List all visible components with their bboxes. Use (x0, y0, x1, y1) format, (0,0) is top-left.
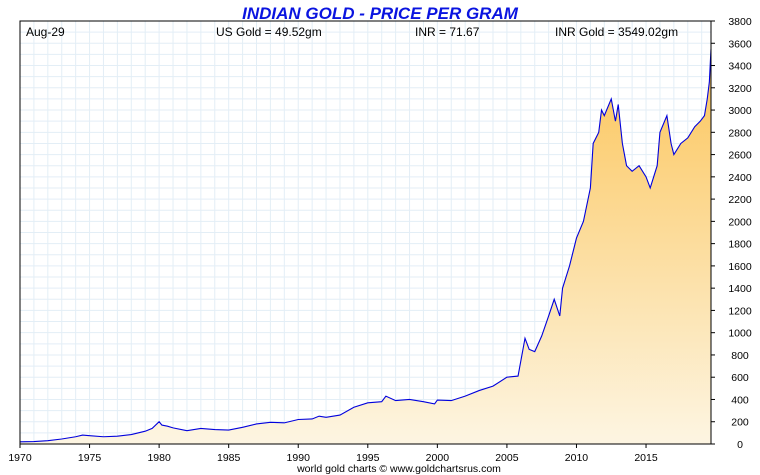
y-tick-label: 3000 (728, 105, 752, 117)
y-tick-label: 2800 (728, 127, 752, 139)
y-tick-label: 0 (737, 439, 743, 451)
y-tick-label: 1600 (728, 261, 752, 273)
footer-credit: world gold charts © www.goldchartsrus.co… (296, 463, 501, 475)
x-tick-label: 1995 (356, 452, 380, 464)
x-tick-label: 1990 (287, 452, 311, 464)
header-inr-gold: INR Gold = 3549.02gm (555, 25, 678, 39)
x-tick-label: 1970 (8, 452, 32, 464)
y-tick-label: 3200 (728, 83, 752, 95)
header-date: Aug-29 (26, 25, 65, 39)
y-tick-label: 3800 (728, 16, 752, 28)
y-tick-label: 800 (731, 350, 749, 362)
plot-frame (19, 20, 712, 445)
y-tick-label: 2400 (728, 172, 752, 184)
x-tick-label: 2015 (634, 452, 658, 464)
header-us-gold: US Gold = 49.52gm (216, 25, 322, 39)
header-inr: INR = 71.67 (415, 25, 480, 39)
y-tick-label: 3400 (728, 61, 752, 73)
y-tick-label: 2200 (728, 194, 752, 206)
x-tick-label: 2005 (495, 452, 519, 464)
y-tick-label: 3600 (728, 38, 752, 50)
y-tick-label: 1000 (728, 328, 752, 340)
y-tick-label: 400 (731, 394, 749, 406)
y-tick-label: 1200 (728, 305, 752, 317)
x-axis: 1970 1975 1980 1985 1990 1995 2000 2005 2010 2015 (8, 444, 658, 464)
y-tick-label: 2600 (728, 150, 752, 162)
y-tick-label: 2000 (728, 216, 752, 228)
y-tick-label: 600 (731, 372, 749, 384)
x-tick-label: 1985 (217, 452, 241, 464)
chart-title: INDIAN GOLD - PRICE PER GRAM (242, 4, 519, 23)
y-axis: 0 200 400 600 800 1000 1200 1400 1600 1800 2000 220… (711, 16, 752, 451)
x-tick-label: 1980 (147, 452, 171, 464)
x-tick-label: 2010 (565, 452, 589, 464)
x-tick-label: 1975 (78, 452, 102, 464)
price-area-fill (20, 48, 711, 444)
y-tick-label: 1400 (728, 283, 752, 295)
x-tick-label: 2000 (426, 452, 450, 464)
y-tick-label: 1800 (728, 239, 752, 251)
y-tick-label: 200 (731, 417, 749, 429)
price-line (19, 48, 712, 443)
